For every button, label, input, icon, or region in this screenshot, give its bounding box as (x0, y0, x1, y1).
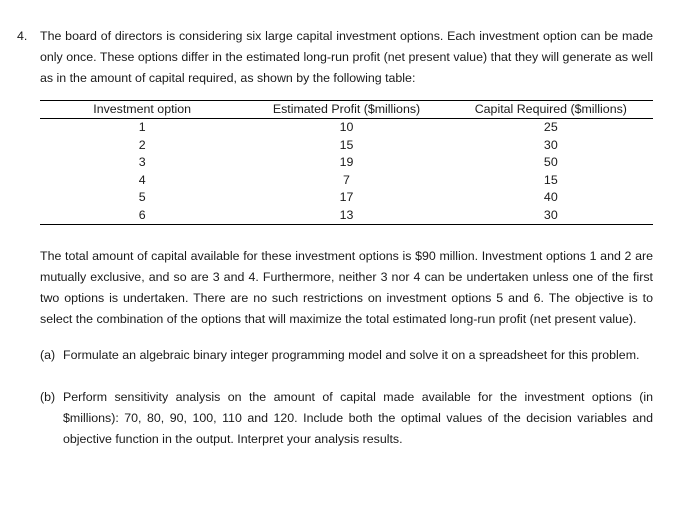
table-row: 6 13 30 (40, 207, 653, 225)
table-cell: 17 (339, 190, 354, 204)
table-cell: 5 (138, 190, 146, 204)
table-row: 3 19 50 (40, 154, 653, 172)
table-row: 1 10 25 (40, 119, 653, 137)
table-cell: 1 (138, 120, 146, 134)
table-row: 2 15 30 (40, 137, 653, 155)
table-cell: 4 (138, 172, 146, 187)
problem-body-paragraph: The total amount of capital available fo… (40, 249, 653, 326)
col-header-estimated-profit: Estimated Profit ($millions) (244, 100, 449, 119)
part-a-text: Formulate an algebraic binary integer pr… (63, 348, 640, 362)
table-cell: 3 (138, 155, 146, 169)
problem-content: The board of directors is considering si… (40, 26, 653, 450)
part-b-label: (b) (40, 390, 56, 404)
table-cell: 25 (543, 120, 558, 134)
investment-options-table: Investment option Estimated Profit ($mil… (40, 100, 653, 225)
part-a-label: (a) (40, 348, 56, 362)
problem-4: 4. The board of directors is considering… (17, 26, 653, 450)
table-cell: 15 (543, 172, 558, 187)
table-cell: 19 (339, 155, 354, 169)
table-row: 5 17 40 (40, 189, 653, 207)
table-cell: 2 (138, 137, 146, 152)
part-b-text: Perform sensitivity analysis on the amou… (63, 390, 653, 446)
table-cell: 50 (543, 155, 558, 169)
table-cell: 13 (339, 207, 354, 222)
table-cell: 15 (339, 137, 354, 152)
table-cell: 7 (343, 172, 350, 187)
table-cell: 6 (138, 207, 146, 222)
table-cell: 10 (339, 120, 354, 134)
problem-number: 4. (17, 29, 28, 43)
table-cell: 30 (543, 137, 558, 152)
table-cell: 40 (543, 190, 558, 204)
part-a: (a) Formulate an algebraic binary intege… (40, 345, 653, 366)
col-header-capital-required: Capital Required ($millions) (448, 100, 653, 119)
table-cell: 30 (543, 207, 558, 222)
problem-intro-paragraph: The board of directors is considering si… (40, 29, 653, 85)
table-row: 4 7 15 (40, 172, 653, 190)
col-header-investment-option: Investment option (40, 100, 245, 119)
table-header-row: Investment option Estimated Profit ($mil… (40, 100, 653, 119)
part-b: (b) Perform sensitivity analysis on the … (40, 387, 653, 450)
